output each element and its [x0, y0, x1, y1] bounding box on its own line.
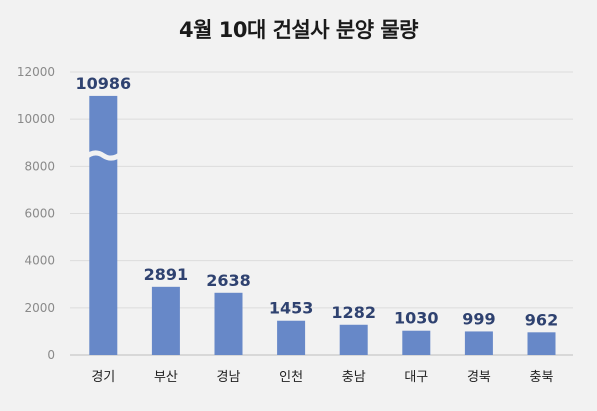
bar [151, 286, 180, 355]
y-tick-label: 6000 [24, 207, 55, 221]
y-tick-label: 2000 [24, 301, 55, 315]
bar [527, 332, 556, 355]
bar [89, 95, 118, 355]
bar [464, 331, 493, 355]
bar [402, 330, 431, 355]
x-axis: 경기 부산 경남 인천 충남 대구 경북 충북 [91, 370, 553, 385]
axis-break-mark [83, 150, 123, 161]
x-tick-label: 충북 [530, 370, 554, 385]
y-tick-label: 0 [47, 348, 55, 362]
data-label: 999 [462, 309, 495, 328]
y-tick-label: 12000 [17, 65, 55, 79]
gridlines [70, 71, 573, 356]
data-label: 1453 [269, 299, 314, 318]
bar [277, 320, 306, 355]
x-tick-label: 부산 [154, 370, 178, 385]
x-tick-label: 인천 [279, 370, 303, 385]
data-label: 2638 [206, 271, 251, 290]
bar [339, 324, 368, 355]
data-labels: 10986 2891 2638 1453 1282 1030 999 962 [75, 74, 558, 329]
chart-title: 4월 10대 건설사 분양 물량 [179, 18, 418, 42]
y-tick-label: 10000 [17, 112, 55, 126]
y-tick-label: 4000 [24, 254, 55, 268]
y-tick-label: 8000 [24, 159, 55, 173]
data-label: 10986 [75, 74, 131, 93]
x-tick-label: 대구 [404, 370, 428, 385]
data-label: 1030 [394, 309, 439, 328]
x-tick-label: 경기 [91, 370, 115, 385]
x-tick-label: 경남 [217, 370, 241, 385]
data-label: 2891 [144, 265, 189, 284]
data-label: 1282 [331, 303, 376, 322]
x-tick-label: 충남 [342, 370, 366, 385]
x-tick-label: 경북 [467, 370, 491, 385]
y-axis: 0 2000 4000 6000 8000 10000 12000 [17, 65, 55, 362]
bar [214, 292, 243, 355]
bars [83, 95, 556, 355]
data-label: 962 [525, 310, 558, 329]
